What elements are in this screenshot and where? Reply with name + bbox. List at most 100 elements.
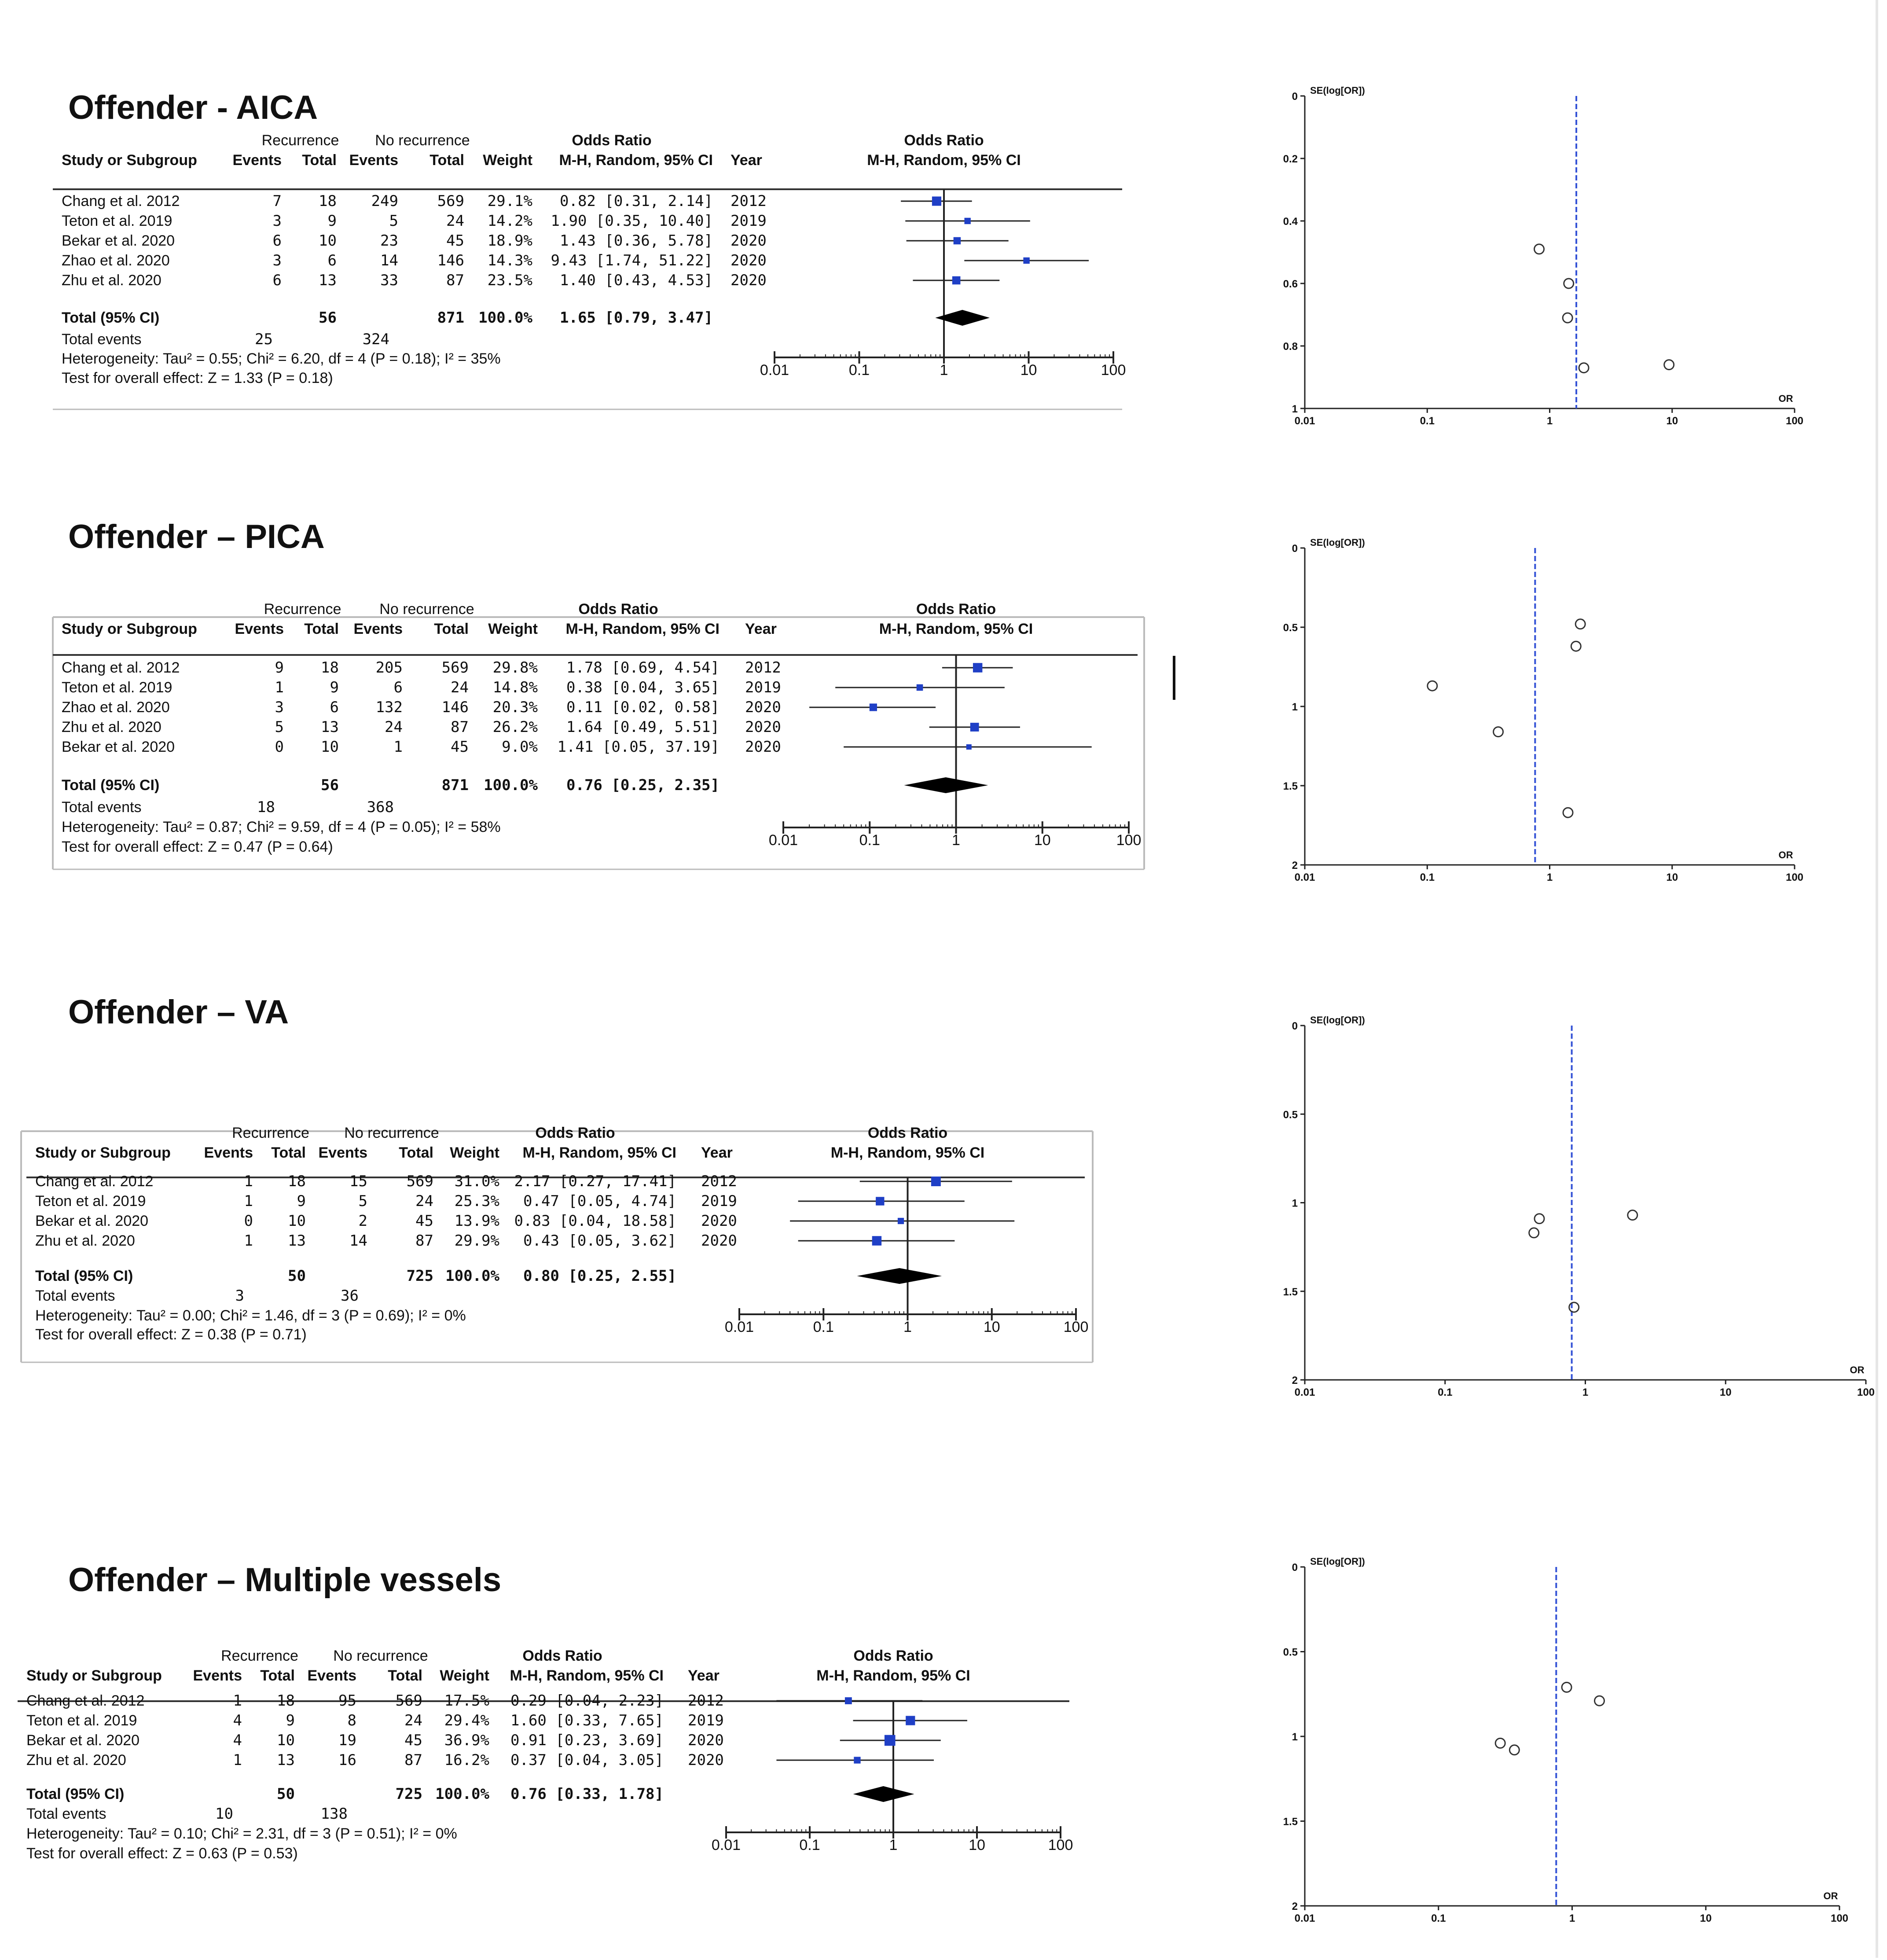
panel-2-study-marker — [973, 663, 983, 673]
panel-2-funnel-x-tick-label: 100 — [1786, 872, 1803, 883]
panel-2-total-1: 10 — [321, 738, 339, 756]
panel-1-events-1: 6 — [273, 272, 282, 289]
panel-1-total-ci-text: 1.65 [0.79, 3.47] — [560, 309, 713, 327]
panel-4-funnel-x-tick-label: 1 — [1569, 1912, 1575, 1924]
panel-4-hdr-total-2: Total — [388, 1667, 422, 1684]
panel-2-forest-tick-label: 1 — [952, 832, 960, 849]
panel-1-hdr-plot-method: M-H, Random, 95% CI — [867, 152, 1021, 169]
panel-1-ci-text: 1.90 [0.35, 10.40] — [551, 212, 713, 230]
panel-2-hdr-total-1: Total — [304, 621, 339, 637]
panel-4-total-events-2: 138 — [321, 1805, 348, 1823]
panel-3-events-1: 1 — [244, 1192, 253, 1210]
panel-1-funnel-point — [1578, 362, 1590, 374]
panel-1-funnel-x-tick-label: 0.01 — [1295, 415, 1315, 427]
panel-2-funnel-y-tick-label: 0 — [1292, 543, 1298, 555]
panel-1-weight: 29.1% — [488, 192, 532, 210]
panel-2-total-weight: 100.0% — [484, 776, 538, 794]
panel-4-total-label: Total (95% CI) — [26, 1786, 124, 1802]
panel-4-weight: 29.4% — [444, 1712, 489, 1729]
panel-3-hdr-total-2: Total — [399, 1144, 433, 1161]
panel-3-weight: 13.9% — [455, 1212, 499, 1230]
panel-3-events-1: 1 — [244, 1232, 253, 1250]
panel-4-hdr-plot-method: M-H, Random, 95% CI — [816, 1667, 970, 1684]
panel-4-total-2: 87 — [404, 1751, 422, 1769]
panel-2-forest-tick-label: 0.1 — [859, 832, 880, 849]
panel-1-funnel-point — [1562, 312, 1573, 324]
panel-4-hdr-recurrence: Recurrence — [221, 1647, 298, 1664]
panel-3-year: 2020 — [701, 1212, 737, 1230]
panel-4-weight: 17.5% — [444, 1692, 489, 1710]
panel-2-weight: 29.8% — [493, 659, 538, 677]
panel-1-events-2: 14 — [380, 252, 398, 269]
panel-1-hdr-odds-ratio: Odds Ratio — [572, 132, 651, 149]
panel-4-ci-text: 0.91 [0.23, 3.69] — [510, 1732, 664, 1749]
panel-2-forest-tick-label: 0.01 — [769, 832, 798, 849]
panel-1-events-2: 249 — [371, 192, 398, 210]
panel-1-funnel-y-tick-label: 0.4 — [1283, 216, 1298, 228]
panel-1-forest-tick-label: 1 — [940, 362, 948, 379]
panel-3-ci-text: 0.43 [0.05, 3.62] — [523, 1232, 676, 1250]
panel-3-total-ci-text: 0.80 [0.25, 2.55] — [523, 1267, 676, 1285]
panel-2-study-name: Teton et al. 2019 — [62, 679, 172, 696]
panel-4-total-n2: 725 — [396, 1785, 422, 1803]
panel-4-hdr-plot-odds-ratio: Odds Ratio — [853, 1647, 933, 1664]
panel-4-events-2: 16 — [338, 1751, 356, 1769]
panel-4-weight: 16.2% — [444, 1751, 489, 1769]
panel-1-forest-tick-label: 100 — [1101, 362, 1126, 379]
panel-3-funnel-y-tick-label: 0.5 — [1283, 1109, 1298, 1121]
panel-4-total-events-label: Total events — [26, 1806, 106, 1822]
panel-1-total-n2: 871 — [437, 309, 464, 327]
panel-1-study-marker — [952, 276, 961, 285]
panel-4-study-marker — [884, 1735, 896, 1746]
panel-3-forest-tick-label: 10 — [984, 1319, 1000, 1335]
panel-2-events-2: 6 — [394, 679, 403, 696]
panel-4-year: 2012 — [688, 1692, 724, 1710]
panel-2-funnel-y-tick-label: 0.5 — [1283, 622, 1298, 634]
panel-3-total-weight: 100.0% — [445, 1267, 499, 1285]
panel-2-funnel-y-tick-label: 1 — [1292, 701, 1298, 713]
panel-1-total-events-label: Total events — [62, 331, 141, 348]
panel-1-hdr-weight: Weight — [483, 152, 532, 169]
panel-2-hdr-study: Study or Subgroup — [62, 621, 197, 637]
panel-4-total-2: 569 — [396, 1692, 422, 1710]
panel-3-total-events-2: 36 — [341, 1287, 359, 1305]
panel-4-total-1: 13 — [277, 1751, 295, 1769]
panel-2-funnel-x-tick-label: 1 — [1547, 872, 1553, 883]
panel-4-overall-effect: Test for overall effect: Z = 0.63 (P = 0… — [26, 1845, 298, 1862]
panel-2-funnel-y-tick-label: 2 — [1292, 860, 1298, 872]
panel-4-hdr-no-recurrence: No recurrence — [333, 1647, 428, 1664]
panel-1-study-name: Bekar et al. 2020 — [62, 232, 175, 249]
panel-2-hdr-plot-method: M-H, Random, 95% CI — [879, 621, 1033, 637]
panel-4-ci-text: 1.60 [0.33, 7.65] — [510, 1712, 664, 1729]
panel-4-title: Offender – Multiple vessels — [68, 1561, 501, 1599]
panel-3-hdr-odds-ratio: Odds Ratio — [535, 1125, 615, 1141]
panel-2-study-marker — [966, 744, 972, 750]
panel-2-title: Offender – PICA — [68, 518, 325, 555]
panel-1-study-name: Zhu et al. 2020 — [62, 272, 162, 289]
panel-2-overall-effect: Test for overall effect: Z = 0.47 (P = 0… — [62, 838, 333, 855]
panel-4-heterogeneity: Heterogeneity: Tau² = 0.10; Chi² = 2.31,… — [26, 1825, 457, 1842]
panel-2-hdr-no-recurrence: No recurrence — [379, 601, 474, 618]
panel-1-study-name: Chang et al. 2012 — [62, 193, 180, 210]
panel-1-total-events-1: 25 — [255, 331, 273, 348]
panel-2-study-marker — [916, 684, 923, 691]
panel-2-study-name: Zhao et al. 2020 — [62, 699, 170, 716]
panel-4-funnel-point — [1594, 1695, 1605, 1706]
panel-1-funnel-x-tick-label: 1 — [1547, 415, 1553, 427]
panel-3-total-1: 18 — [288, 1173, 306, 1190]
panel-2-weight: 26.2% — [493, 718, 538, 736]
panel-2-year: 2019 — [745, 679, 781, 696]
panel-3-funnel-x-tick-label: 100 — [1857, 1386, 1875, 1398]
panel-3-overall-effect: Test for overall effect: Z = 0.38 (P = 0… — [35, 1326, 307, 1343]
panel-4-funnel-x-tick-label: 0.01 — [1295, 1912, 1315, 1924]
panel-3-study-name: Teton et al. 2019 — [35, 1193, 146, 1210]
panel-2-hdr-year: Year — [745, 621, 777, 637]
panel-1-total-1: 6 — [328, 252, 337, 269]
panel-4-forest-tick-label: 0.1 — [799, 1837, 820, 1853]
panel-2-total-2: 87 — [451, 718, 469, 736]
panel-3-total-2: 569 — [407, 1173, 433, 1190]
panel-3-events-2: 2 — [359, 1212, 367, 1230]
panel-1-events-2: 23 — [380, 232, 398, 250]
panel-2-study-name: Chang et al. 2012 — [62, 659, 180, 676]
